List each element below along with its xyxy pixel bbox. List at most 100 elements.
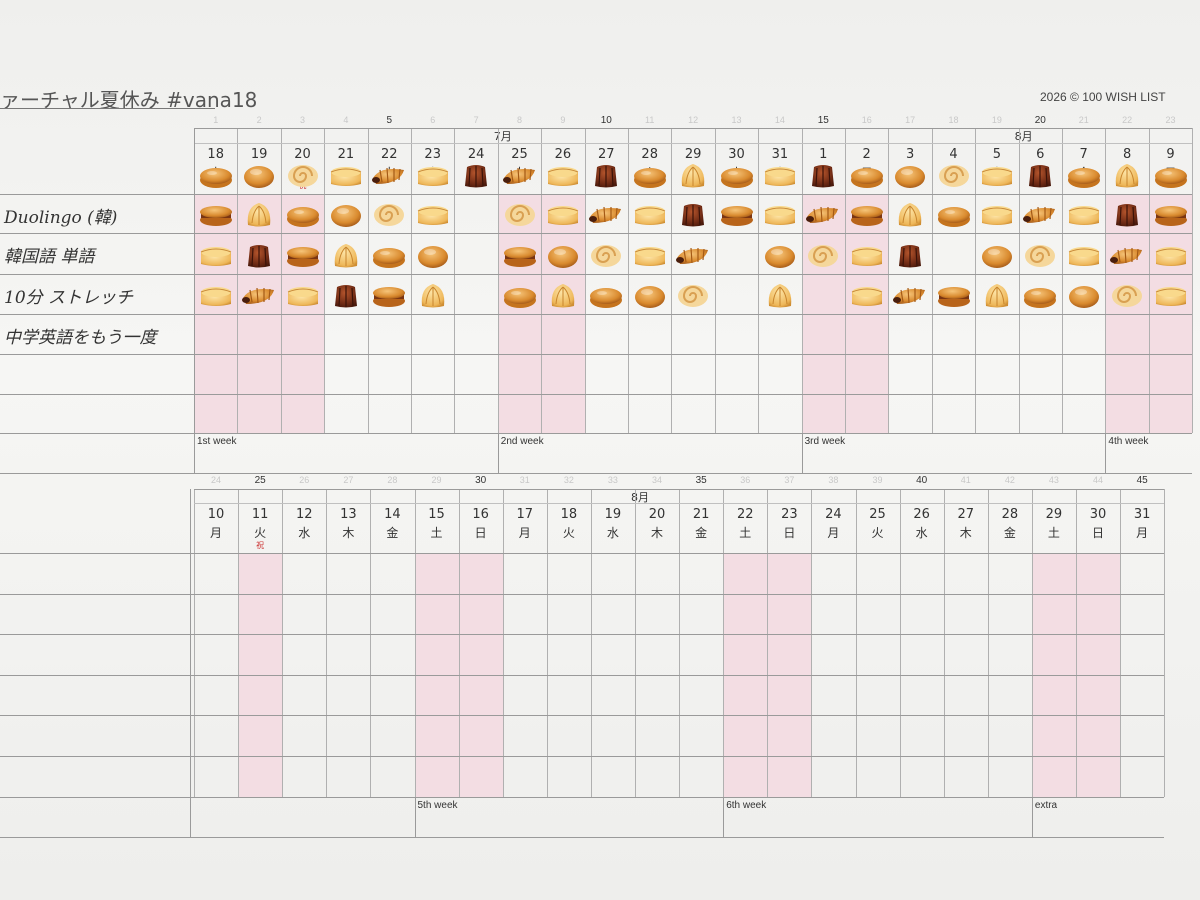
week-separator xyxy=(1031,797,1033,837)
grid-vline xyxy=(628,128,629,433)
day-of-week: 木 xyxy=(651,526,664,540)
column-index-32: 32 xyxy=(563,475,574,485)
day-number: 14 xyxy=(384,507,401,522)
grid-hline xyxy=(194,143,1193,144)
cake-sticker-icon xyxy=(1155,247,1186,266)
day-number: 22 xyxy=(736,507,754,522)
day-of-week: 火 xyxy=(254,526,267,540)
week-label: 1st week xyxy=(197,436,237,447)
cake-sticker-icon xyxy=(287,287,318,306)
grid-vline xyxy=(238,489,240,797)
day-number: 27 xyxy=(957,507,974,522)
day-number: 15 xyxy=(428,507,445,522)
grid-hline xyxy=(0,756,1165,757)
day-number: 19 xyxy=(250,147,268,162)
week-separator xyxy=(414,797,416,837)
day-number: 18 xyxy=(560,507,578,522)
grid-vline xyxy=(801,128,803,433)
day-of-week: 月 xyxy=(210,526,223,540)
roll-sticker-icon xyxy=(1025,245,1056,267)
roll-sticker-icon xyxy=(287,165,318,187)
grid-vline xyxy=(1031,489,1033,797)
day-number: 24 xyxy=(467,147,485,162)
column-index-22: 22 xyxy=(1122,115,1133,125)
grid-hline xyxy=(0,233,1193,234)
week-label: 3rd week xyxy=(804,436,846,447)
day-number: 30 xyxy=(728,147,745,162)
day-number: 22 xyxy=(381,147,398,162)
cake-sticker-icon xyxy=(851,247,882,266)
habit-label: 10分 ストレッチ xyxy=(4,288,134,308)
column-index-29: 29 xyxy=(431,475,442,485)
dorayaki-sticker-icon xyxy=(1154,206,1187,226)
grid-hline xyxy=(0,194,1193,195)
dorayaki-sticker-icon xyxy=(720,206,753,226)
madeleine-sticker-icon xyxy=(1115,164,1139,188)
cake-sticker-icon xyxy=(764,167,796,186)
grid-hline xyxy=(0,473,1193,474)
canele-sticker-icon xyxy=(1116,204,1139,227)
column-index-41: 41 xyxy=(960,475,971,485)
pancake-sticker-icon xyxy=(850,168,883,188)
day-number: 2 xyxy=(862,147,871,162)
grid-vline xyxy=(943,489,945,797)
column-index-18: 18 xyxy=(948,115,959,125)
grid-vline xyxy=(1148,128,1150,433)
column-index-15: 15 xyxy=(817,115,829,126)
week-separator xyxy=(194,433,195,473)
day-number: 25 xyxy=(511,147,528,162)
day-number: 1 xyxy=(819,147,828,162)
grid-hline xyxy=(0,594,1165,595)
cake-sticker-icon xyxy=(1068,247,1099,266)
column-index-13: 13 xyxy=(731,115,742,125)
grid-vline xyxy=(370,489,372,797)
day-of-week: 土 xyxy=(1047,526,1060,540)
grid-vline xyxy=(975,128,977,433)
cornet-sticker-icon xyxy=(372,167,405,184)
column-index-10: 10 xyxy=(600,115,612,126)
dorayaki-sticker-icon xyxy=(286,247,319,267)
roll-sticker-icon xyxy=(504,204,535,226)
madeleine-sticker-icon xyxy=(421,284,444,308)
day-number: 8 xyxy=(1122,147,1132,162)
label-column-line xyxy=(190,489,191,837)
grid-vline xyxy=(237,128,239,433)
pancake-sticker-icon xyxy=(1067,168,1100,188)
madeleine-sticker-icon xyxy=(334,244,358,268)
grid-vline xyxy=(987,489,989,797)
day-number: 28 xyxy=(641,147,658,162)
column-index-24: 24 xyxy=(211,475,222,485)
cake-sticker-icon xyxy=(764,206,796,225)
column-index-42: 42 xyxy=(1004,475,1015,485)
grid-vline xyxy=(367,128,369,433)
canele-sticker-icon xyxy=(899,245,922,268)
column-index-1: 1 xyxy=(213,115,219,125)
day-number: 17 xyxy=(516,507,533,522)
cake-sticker-icon xyxy=(634,247,665,266)
canele-sticker-icon xyxy=(248,245,271,268)
habit-label: 中学英語をもう一度 xyxy=(4,328,157,348)
grid-vline xyxy=(458,489,460,797)
roll-sticker-icon xyxy=(808,245,839,267)
cornet-sticker-icon xyxy=(502,167,535,184)
cornet-sticker-icon xyxy=(806,206,839,223)
bun-sticker-icon xyxy=(764,246,795,268)
column-index-20: 20 xyxy=(1034,115,1046,126)
week-separator xyxy=(723,797,725,837)
grid-vline xyxy=(1120,489,1122,797)
canele-sticker-icon xyxy=(1029,165,1052,188)
dorayaki-sticker-icon xyxy=(850,206,883,226)
pancake-sticker-icon xyxy=(633,168,666,188)
day-of-week: 木 xyxy=(959,526,972,540)
day-number: 29 xyxy=(684,147,702,162)
day-number: 20 xyxy=(294,147,311,162)
column-index-23: 23 xyxy=(1165,115,1176,125)
madeleine-sticker-icon xyxy=(898,203,922,227)
canele-sticker-icon xyxy=(595,165,618,188)
cake-sticker-icon xyxy=(981,167,1013,186)
grid-hline xyxy=(0,314,1193,315)
day-number: 21 xyxy=(337,147,355,162)
column-index-26: 26 xyxy=(299,475,310,485)
grid-hline xyxy=(0,274,1193,275)
cake-sticker-icon xyxy=(547,167,579,186)
